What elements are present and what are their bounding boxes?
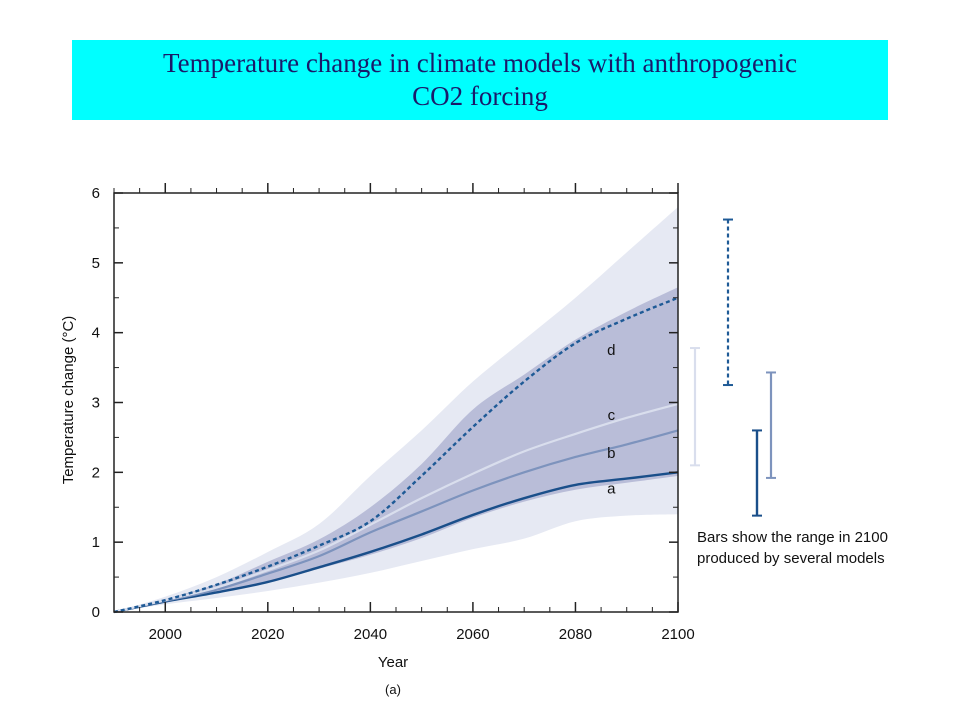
band-inner-range <box>114 287 678 612</box>
range-note-line-2: produced by several models <box>697 550 885 567</box>
x-tick-label-2020: 2020 <box>251 626 284 643</box>
curve-label-c: c <box>608 407 616 424</box>
x-tick-label-2000: 2000 <box>149 626 182 643</box>
series-line-d <box>113 296 679 614</box>
x-axis-label: Year <box>378 654 408 671</box>
y-tick-label-3: 3 <box>92 395 100 412</box>
slide-title-line-2: CO2 forcing <box>412 81 548 111</box>
y-tick-label-2: 2 <box>92 464 100 481</box>
series-line-a <box>113 471 679 614</box>
x-tick-label-2040: 2040 <box>354 626 387 643</box>
y-tick-label-0: 0 <box>92 604 100 621</box>
curve-label-b: b <box>607 445 615 462</box>
curve-label-a: a <box>607 480 616 497</box>
y-tick-label-1: 1 <box>92 534 100 551</box>
uncertainty-bands <box>114 206 678 612</box>
y-axis-label: Temperature change (°C) <box>60 316 77 485</box>
range-bars <box>690 218 776 517</box>
slide-title-line-1: Temperature change in climate models wit… <box>163 48 797 78</box>
series-line-b <box>113 429 679 614</box>
curve-labels: a b c d <box>607 342 616 497</box>
y-tick-label-6: 6 <box>92 185 100 202</box>
y-tick-label-5: 5 <box>92 255 100 272</box>
y-tick-label-4: 4 <box>92 325 100 342</box>
x-tick-label-2080: 2080 <box>559 626 592 643</box>
curve-label-d: d <box>607 342 615 359</box>
title-banner: Temperature change in climate models wit… <box>72 40 888 120</box>
band-outer-range <box>114 206 678 612</box>
x-tick-label-2060: 2060 <box>456 626 489 643</box>
axis-ticks: 2000 2020 2040 2060 2080 2100 0 1 2 3 4 5 6 <box>92 183 695 643</box>
chart-caption: (a) <box>385 682 401 697</box>
model-lines <box>113 296 679 614</box>
x-tick-label-2100: 2100 <box>661 626 694 643</box>
range-note-line-1: Bars show the range in 2100 <box>697 529 888 546</box>
series-line-c <box>113 402 679 614</box>
